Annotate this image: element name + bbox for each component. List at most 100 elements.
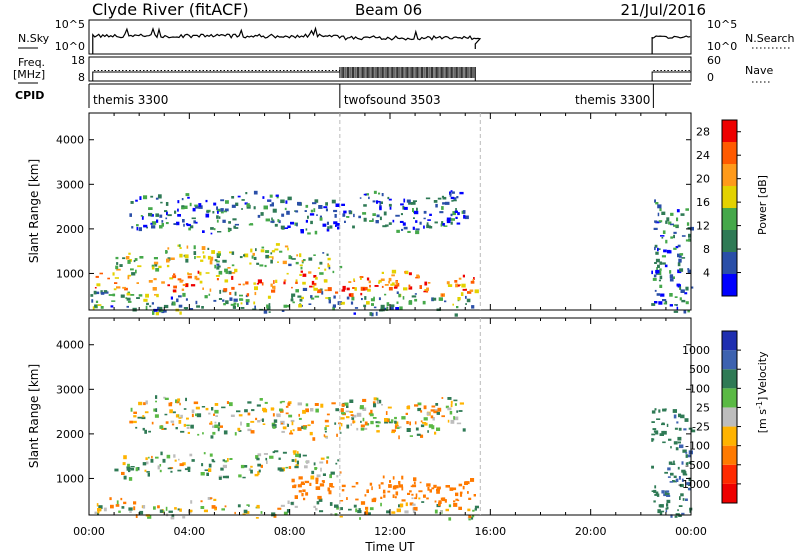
scatter-cell <box>379 201 382 205</box>
scatter-cell <box>331 199 336 204</box>
scatter-cell <box>216 278 219 281</box>
scatter-cell <box>381 271 384 274</box>
scatter-cell <box>677 436 682 441</box>
scatter-cell <box>668 221 672 225</box>
scatter-cell <box>310 295 313 299</box>
scatter-cell <box>187 273 192 276</box>
scatter-cell <box>262 423 266 425</box>
scatter-cell <box>135 514 138 518</box>
scatter-cell <box>349 410 354 413</box>
scatter-cell <box>400 203 404 206</box>
scatter-cell <box>311 420 314 424</box>
colorbar-segment <box>722 388 737 408</box>
scatter-cell <box>207 497 212 500</box>
scatter-cell <box>240 307 245 309</box>
scatter-cell <box>455 216 458 219</box>
scatter-cell <box>178 420 182 424</box>
scatter-cell <box>163 304 169 309</box>
freq-right-tick-bottom: 0 <box>707 71 714 84</box>
scatter-cell <box>390 304 395 308</box>
scatter-cell <box>286 210 290 215</box>
scatter-cell <box>442 196 447 200</box>
scatter-cell <box>651 303 656 306</box>
scatter-cell <box>328 266 331 270</box>
scatter-cell <box>190 284 196 287</box>
scatter-cell <box>273 419 278 423</box>
scatter-cell <box>426 287 429 291</box>
scatter-cell <box>293 484 297 487</box>
scatter-cell <box>344 402 349 406</box>
scatter-cell <box>315 276 318 280</box>
scatter-cell <box>360 286 365 291</box>
scatter-cell <box>216 215 219 219</box>
scatter-cell <box>305 204 309 208</box>
scatter-cell <box>177 214 181 217</box>
scatter-cell <box>458 506 462 510</box>
scatter-cell <box>103 507 107 512</box>
scatter-cell <box>222 464 227 469</box>
scatter-cell <box>277 507 282 510</box>
scatter-cell <box>449 411 453 415</box>
scatter-cell <box>334 214 337 218</box>
scatter-cell <box>454 313 458 317</box>
scatter-cell <box>353 504 357 508</box>
scatter-cell <box>679 253 684 256</box>
scatter-cell <box>299 253 302 258</box>
scatter-cell <box>454 403 457 406</box>
scatter-cell <box>220 211 224 214</box>
scatter-cell <box>379 216 382 221</box>
colorbar-segment <box>722 445 737 465</box>
scatter-cell <box>679 286 682 290</box>
scatter-cell <box>654 199 656 203</box>
scatter-cell <box>247 401 252 404</box>
scatter-cell <box>274 450 279 453</box>
scatter-cell <box>340 302 345 305</box>
scatter-cell <box>450 403 453 408</box>
scatter-cell <box>662 299 667 302</box>
scatter-cell <box>266 306 271 311</box>
scatter-cell <box>406 199 411 203</box>
scatter-cell <box>99 272 103 275</box>
scatter-cell <box>186 417 189 420</box>
scatter-cell <box>271 512 276 517</box>
scatter-cell <box>655 258 660 263</box>
scatter-cell <box>432 297 437 301</box>
scatter-cell <box>294 505 298 508</box>
scatter-cell <box>687 454 691 458</box>
scatter-cell <box>302 273 307 277</box>
scatter-cell <box>299 298 303 302</box>
scatter-cell <box>307 215 309 219</box>
scatter-cell <box>401 416 406 420</box>
scatter-cell <box>191 413 194 418</box>
scatter-cell <box>225 300 229 305</box>
scatter-cell <box>422 300 426 305</box>
scatter-cell <box>313 287 318 291</box>
scatter-cell <box>159 509 163 513</box>
scatter-cell <box>307 232 311 235</box>
scatter-cell <box>246 504 250 506</box>
scatter-cell <box>315 480 319 484</box>
scatter-cell <box>387 196 390 200</box>
scatter-cell <box>97 509 100 514</box>
scatter-cell <box>442 202 446 205</box>
scatter-cell <box>281 422 283 425</box>
scatter-cell <box>444 300 447 303</box>
scatter-cell <box>401 486 404 491</box>
scatter-cell <box>224 505 227 508</box>
scatter-cell <box>452 211 456 216</box>
scatter-cell <box>441 397 444 399</box>
scatter-cell <box>241 199 245 201</box>
scatter-cell <box>212 211 215 214</box>
scatter-cell <box>685 498 688 501</box>
scatter-cell <box>398 481 401 485</box>
scatter-cell <box>207 247 210 250</box>
scatter-cell <box>234 291 237 296</box>
scatter-cell <box>235 202 239 206</box>
scatter-cell <box>360 424 365 428</box>
scatter-cell <box>310 475 315 480</box>
scatter-cell <box>333 295 336 299</box>
x-axis-label: Time UT <box>364 540 415 554</box>
scatter-cell <box>326 413 330 416</box>
scatter-cell <box>203 452 206 455</box>
